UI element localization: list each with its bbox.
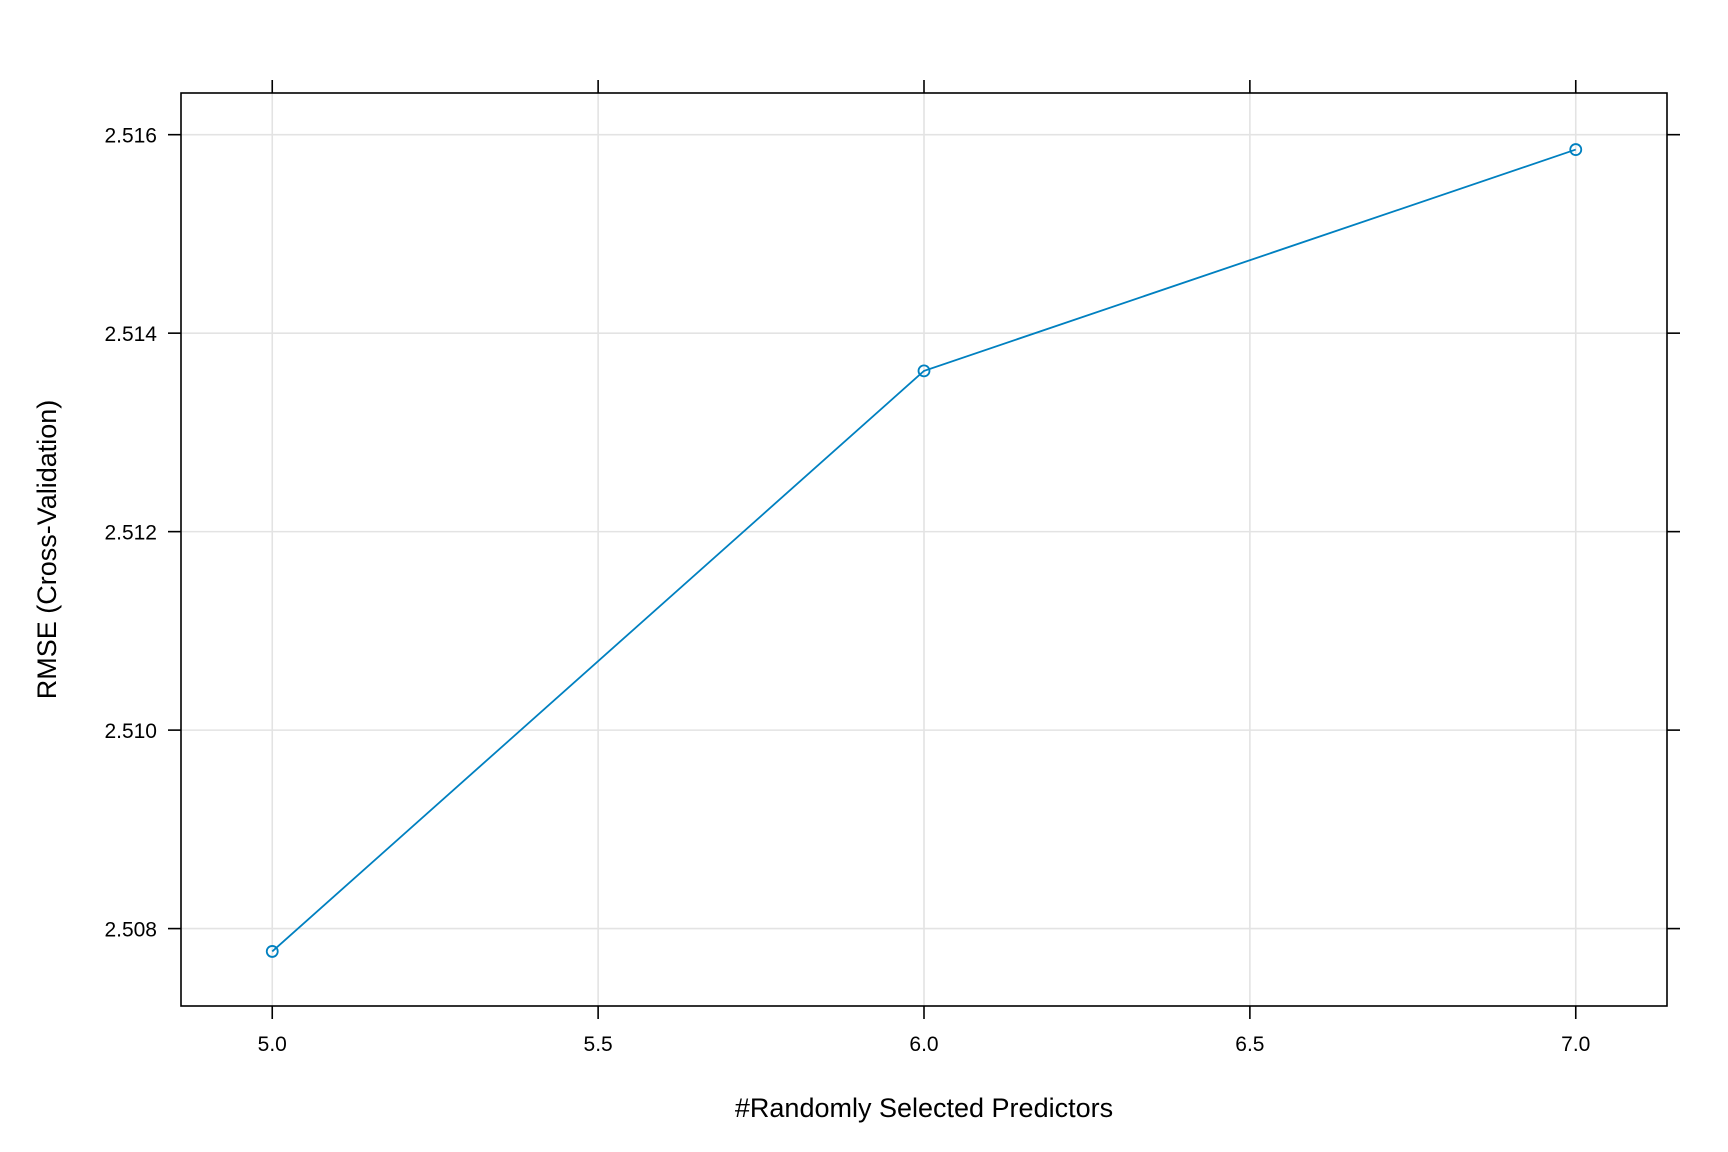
y-tick-label: 2.510 [104,720,157,743]
x-tick-label: 5.5 [584,1033,613,1056]
y-tick-label: 2.514 [104,323,157,346]
y-tick-label: 2.508 [104,919,157,942]
x-axis-title: #Randomly Selected Predictors [735,1093,1113,1123]
axis-ticks [168,80,1680,1019]
x-tick-label: 6.5 [1235,1033,1264,1056]
series-line [271,148,1577,953]
x-tick-label: 6.0 [909,1033,938,1056]
data-point [265,945,279,958]
grid-lines [181,93,1667,1006]
data-point [917,364,931,378]
y-axis-title: RMSE (Cross-Validation) [32,400,62,700]
x-tick-label: 5.0 [258,1033,287,1056]
series-layer [265,143,1583,958]
y-tick-label: 2.516 [104,125,157,148]
y-tick-label: 2.512 [104,522,157,545]
data-point [1569,143,1583,156]
tick-labels: 5.0 5.5 6.0 6.5 7.0 2.508 2.510 2.512 2.514 2.516 [104,125,1590,1056]
x-tick-label: 7.0 [1561,1033,1590,1056]
